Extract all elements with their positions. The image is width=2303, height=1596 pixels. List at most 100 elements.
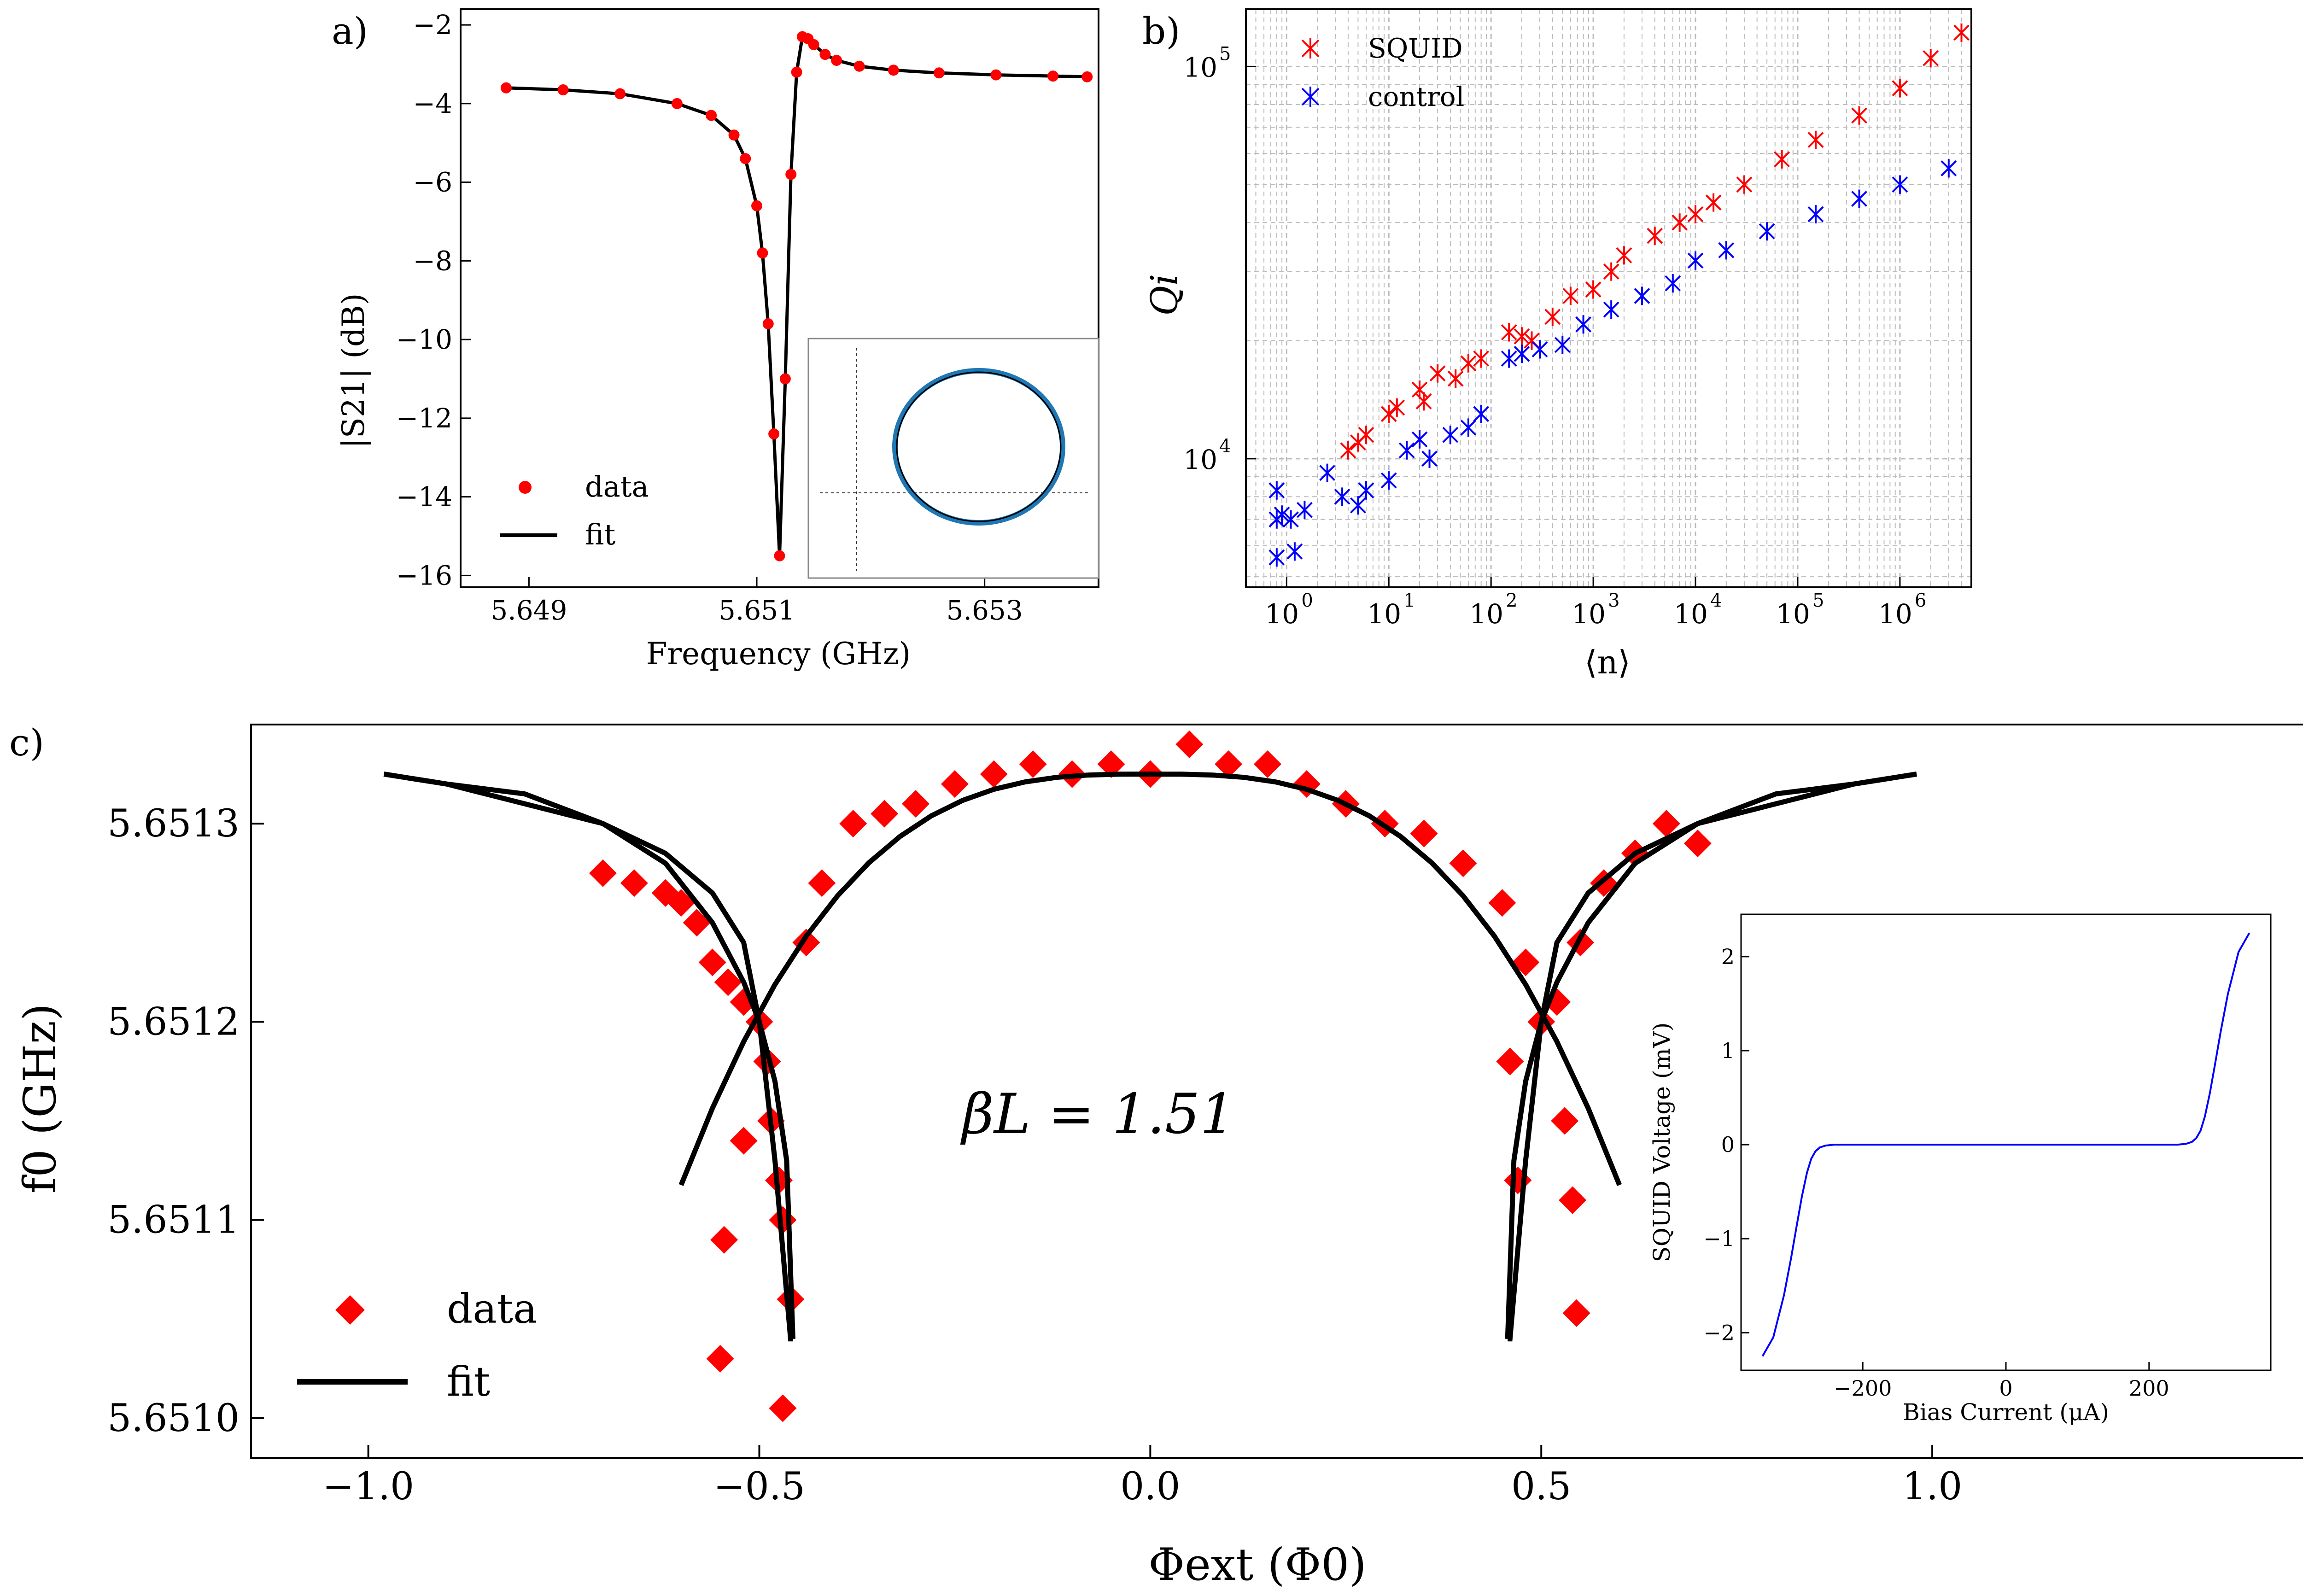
panel-a-xlabel: Frequency (GHz) [646,636,911,672]
panel-c-data-point [1215,750,1243,778]
panel-b-control-point [1941,159,1957,178]
panel-b-squid-point [1851,106,1867,125]
panel-b-control-point [1268,548,1285,567]
panel-c-annotation: βL = 1.51 [960,1082,1235,1146]
panel-c-fit-outer-left [383,772,795,1339]
panel-a-data-point [888,64,899,76]
inset-fit-circle [896,371,1062,522]
panel-a-data-point [990,69,1002,81]
panel-b-control-point [1398,441,1415,460]
panel-a-inset [807,338,1099,579]
panel-b-frame [1245,8,1972,588]
panel-a-data-point [779,373,791,385]
panel-b-control-point [1421,449,1438,468]
panel-b-ytick-label: 10 [1183,444,1217,475]
panel-c-data-point [698,948,726,976]
panel-c-data-point [714,968,742,996]
panel-b-control-point [1531,340,1548,359]
panel-a-label: a) [332,10,368,53]
panel-b-control-point [1350,496,1366,515]
panel-b-ylabel: Qi [1143,274,1186,316]
inset-ylabel: SQUID Voltage (mV) [1648,1023,1675,1263]
panel-a-data-point [768,428,780,440]
panel-b-squid-point [1514,327,1530,346]
inset-data-circle [892,368,1065,526]
panel-b-control-point [1319,463,1336,482]
panel-c-data-point [1652,810,1680,838]
panel-b-control-point [1274,505,1290,524]
panel-b: b) 10 0 10 1 10 2 10 3 10 4 10 5 10 610 410 5 SQUIDcontr… [1142,8,1972,681]
inset-ytick-label: 1 [1721,1038,1735,1063]
panel-c-data-point [683,909,711,937]
inset-ytick-label: 2 [1721,944,1735,969]
panel-b-xtick-label: 10 [1469,598,1503,630]
inset-xtick-label: 200 [2129,1376,2169,1401]
panel-c-fit-inner-right [1507,772,1917,1342]
panel-a-ytick-label: −10 [396,324,452,355]
panel-c-data-point [1504,1166,1532,1194]
panel-a-data-point [1047,70,1059,82]
panel-b-control-point [1296,501,1313,520]
panel-b-control-point [1603,300,1619,319]
legend-label-fit: fit [585,518,615,551]
panel-c-data-point [1488,889,1516,917]
panel-b-control-point [1759,222,1775,241]
panel-b-squid-point [1544,307,1561,326]
panel-b-ytick-exponent: 5 [1219,43,1231,64]
panel-c-xlabel: Φext (Φ0) [1148,1539,1366,1590]
panel-b-squid-point [1350,433,1366,452]
panel-b-squid-point [1687,205,1704,224]
legend-marker-data [519,481,532,494]
panel-a-data-point [819,49,831,60]
panel-a-data-point [774,550,785,561]
panel-a-ytick-label: −14 [396,481,452,513]
panel-a-data-point [785,169,797,180]
panel-a-data-point [853,60,865,72]
panel-b-control-point [1687,251,1704,270]
panel-c-data-point [980,760,1008,788]
panel-b-xtick-exponent: 6 [1915,590,1926,611]
panel-b-squid-point [1647,227,1663,246]
panel-a-xtick-label: 5.651 [719,595,795,626]
panel-a-ytick-label: −8 [413,245,453,276]
legend-label-fit: fit [447,1358,490,1405]
panel-c-xtick-label: 1.0 [1902,1465,1962,1508]
panel-b-control-point [1268,481,1285,500]
panel-c-ylabel: f0 (GHz) [14,1003,66,1193]
panel-c-data-point [667,889,695,917]
panel-c-ytick-label: 5.6513 [107,802,240,846]
panel-c-data-point [1562,1299,1590,1327]
panel-c-data-point [1559,1186,1587,1214]
panel-b-squid-point [1603,262,1619,281]
panel-a-data-point [751,200,763,211]
panel-b-squid-point [1736,175,1753,194]
panel-b-xtick-label: 10 [1878,598,1912,630]
panel-b-control-point [1575,315,1592,334]
panel-c-ytick-label: 5.6511 [107,1198,240,1242]
panel-b-control-point [1411,430,1428,449]
inset-ytick-label: −2 [1703,1320,1735,1345]
panel-c-data-point [1683,830,1712,858]
panel-c-data-point [902,790,930,818]
panel-c-data-point [1551,1107,1579,1135]
panel-b-xlabel: ⟨n⟩ [1584,643,1631,681]
panel-a-data-point [728,129,740,141]
panel-b-xtick-label: 10 [1674,598,1708,630]
panel-b-squid-point [1562,286,1579,305]
panel-b-squid-point [1389,398,1405,417]
panel-b-control-point [1807,205,1824,224]
panel-c-data-point [1175,731,1204,759]
panel-b-squid-point [1585,280,1602,299]
panel-c-data-point [706,1345,734,1373]
panel-b-control-point [1334,487,1350,506]
panel-b-squid-point [1923,49,1939,68]
panel-a-ytick-label: −6 [413,167,453,198]
panel-b-xtick-exponent: 5 [1812,590,1824,611]
panel-b-control-point [1501,349,1517,368]
panel-c-data-point [871,800,899,828]
panel-c-xtick-label: −1.0 [322,1465,414,1508]
panel-c-data-point [941,770,969,798]
panel-b-squid-point [1380,404,1397,423]
panel-a-data-point [808,39,819,50]
